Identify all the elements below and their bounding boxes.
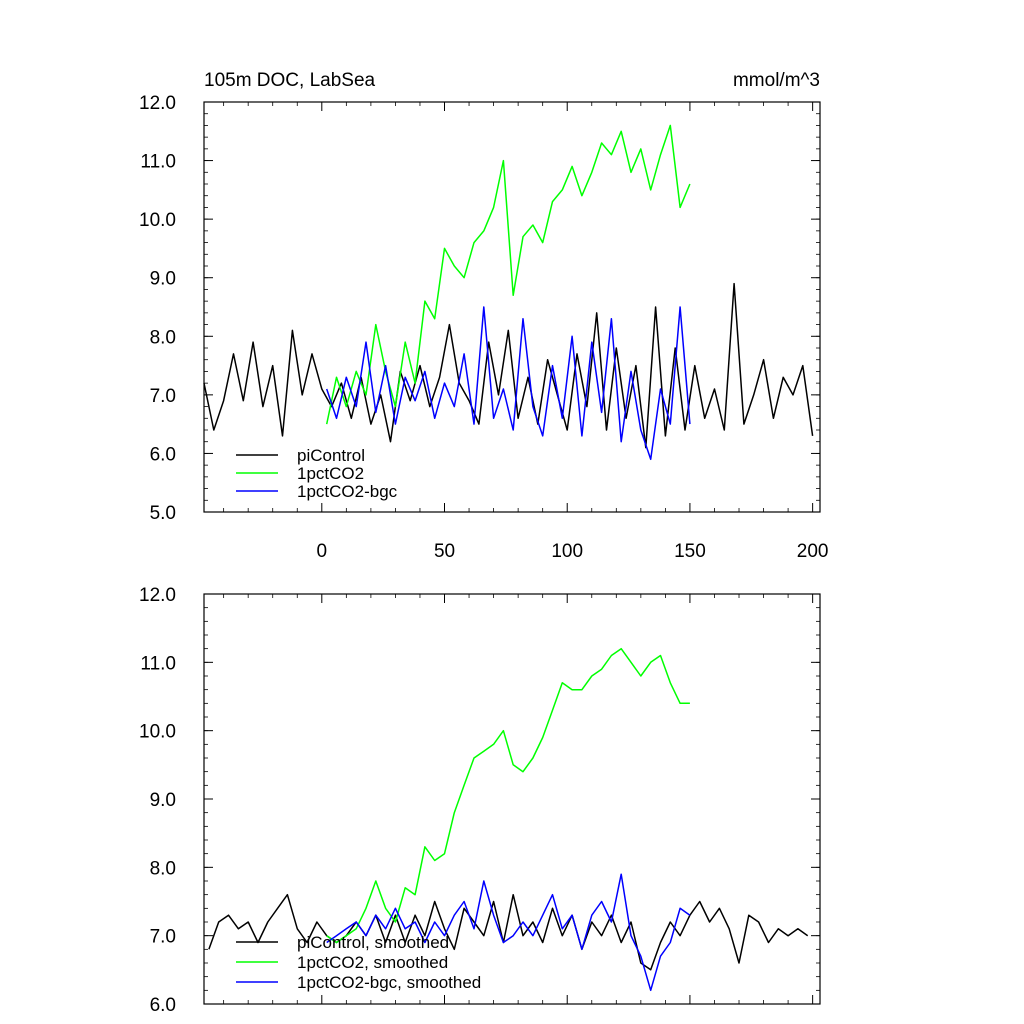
units-label: mmol/m^3 bbox=[733, 70, 820, 91]
y-tick-label: 10.0 bbox=[139, 210, 176, 231]
bottom-panel: 6.0 7.0 8.0 9.0 10.0 11.0 12.0 piControl, smoo… bbox=[139, 585, 821, 1016]
y-tick-label: 5.0 bbox=[150, 503, 176, 524]
y-tick-label: 12.0 bbox=[139, 585, 176, 606]
bottom-series-layer bbox=[208, 647, 809, 992]
series-line-1 bbox=[325, 124, 691, 425]
legend-label: piControl, smoothed bbox=[297, 933, 449, 952]
y-tick-label: 9.0 bbox=[150, 269, 176, 290]
y-tick-label: 10.0 bbox=[139, 722, 176, 743]
x-tick-label: 0 bbox=[317, 541, 328, 562]
series-line-2 bbox=[325, 306, 691, 461]
x-tick-label: 150 bbox=[674, 541, 706, 562]
y-tick-label: 12.0 bbox=[139, 93, 176, 114]
y-tick-label: 6.0 bbox=[150, 444, 176, 465]
y-tick-label: 8.0 bbox=[150, 327, 176, 348]
legend-label: 1pctCO2-bgc bbox=[297, 482, 398, 501]
bottom-axes: 6.0 7.0 8.0 9.0 10.0 11.0 12.0 bbox=[139, 585, 821, 1016]
top-axes: 5.0 6.0 7.0 8.0 9.0 10.0 11.0 12.0 0 50 100 150 200 bbox=[139, 93, 828, 562]
x-tick-label: 50 bbox=[434, 541, 455, 562]
x-tick-label: 100 bbox=[551, 541, 583, 562]
series-line-0 bbox=[203, 282, 814, 449]
series-line-2 bbox=[326, 873, 691, 992]
y-tick-label: 8.0 bbox=[150, 858, 176, 879]
plot-frame bbox=[203, 101, 821, 513]
series-line-1 bbox=[326, 647, 690, 944]
y-tick-label: 11.0 bbox=[140, 152, 176, 173]
legend-label: 1pctCO2 bbox=[297, 464, 364, 483]
x-tick-label: 200 bbox=[797, 541, 829, 562]
top-series-layer bbox=[203, 124, 814, 461]
series-line-0 bbox=[208, 893, 809, 971]
chart-title: 105m DOC, LabSea bbox=[204, 70, 376, 91]
y-tick-label: 6.0 bbox=[150, 995, 176, 1016]
y-tick-label: 7.0 bbox=[150, 927, 176, 948]
y-tick-label: 9.0 bbox=[150, 790, 176, 811]
legend-label: 1pctCO2, smoothed bbox=[297, 953, 448, 972]
y-tick-label: 7.0 bbox=[150, 386, 176, 407]
legend-label: piControl bbox=[297, 446, 365, 465]
top-panel: 105m DOC, LabSea mmol/m^3 5.0 6.0 7.0 8.0 9.… bbox=[139, 70, 828, 562]
y-tick-label: 11.0 bbox=[140, 653, 176, 674]
legend-label: 1pctCO2-bgc, smoothed bbox=[297, 973, 481, 992]
